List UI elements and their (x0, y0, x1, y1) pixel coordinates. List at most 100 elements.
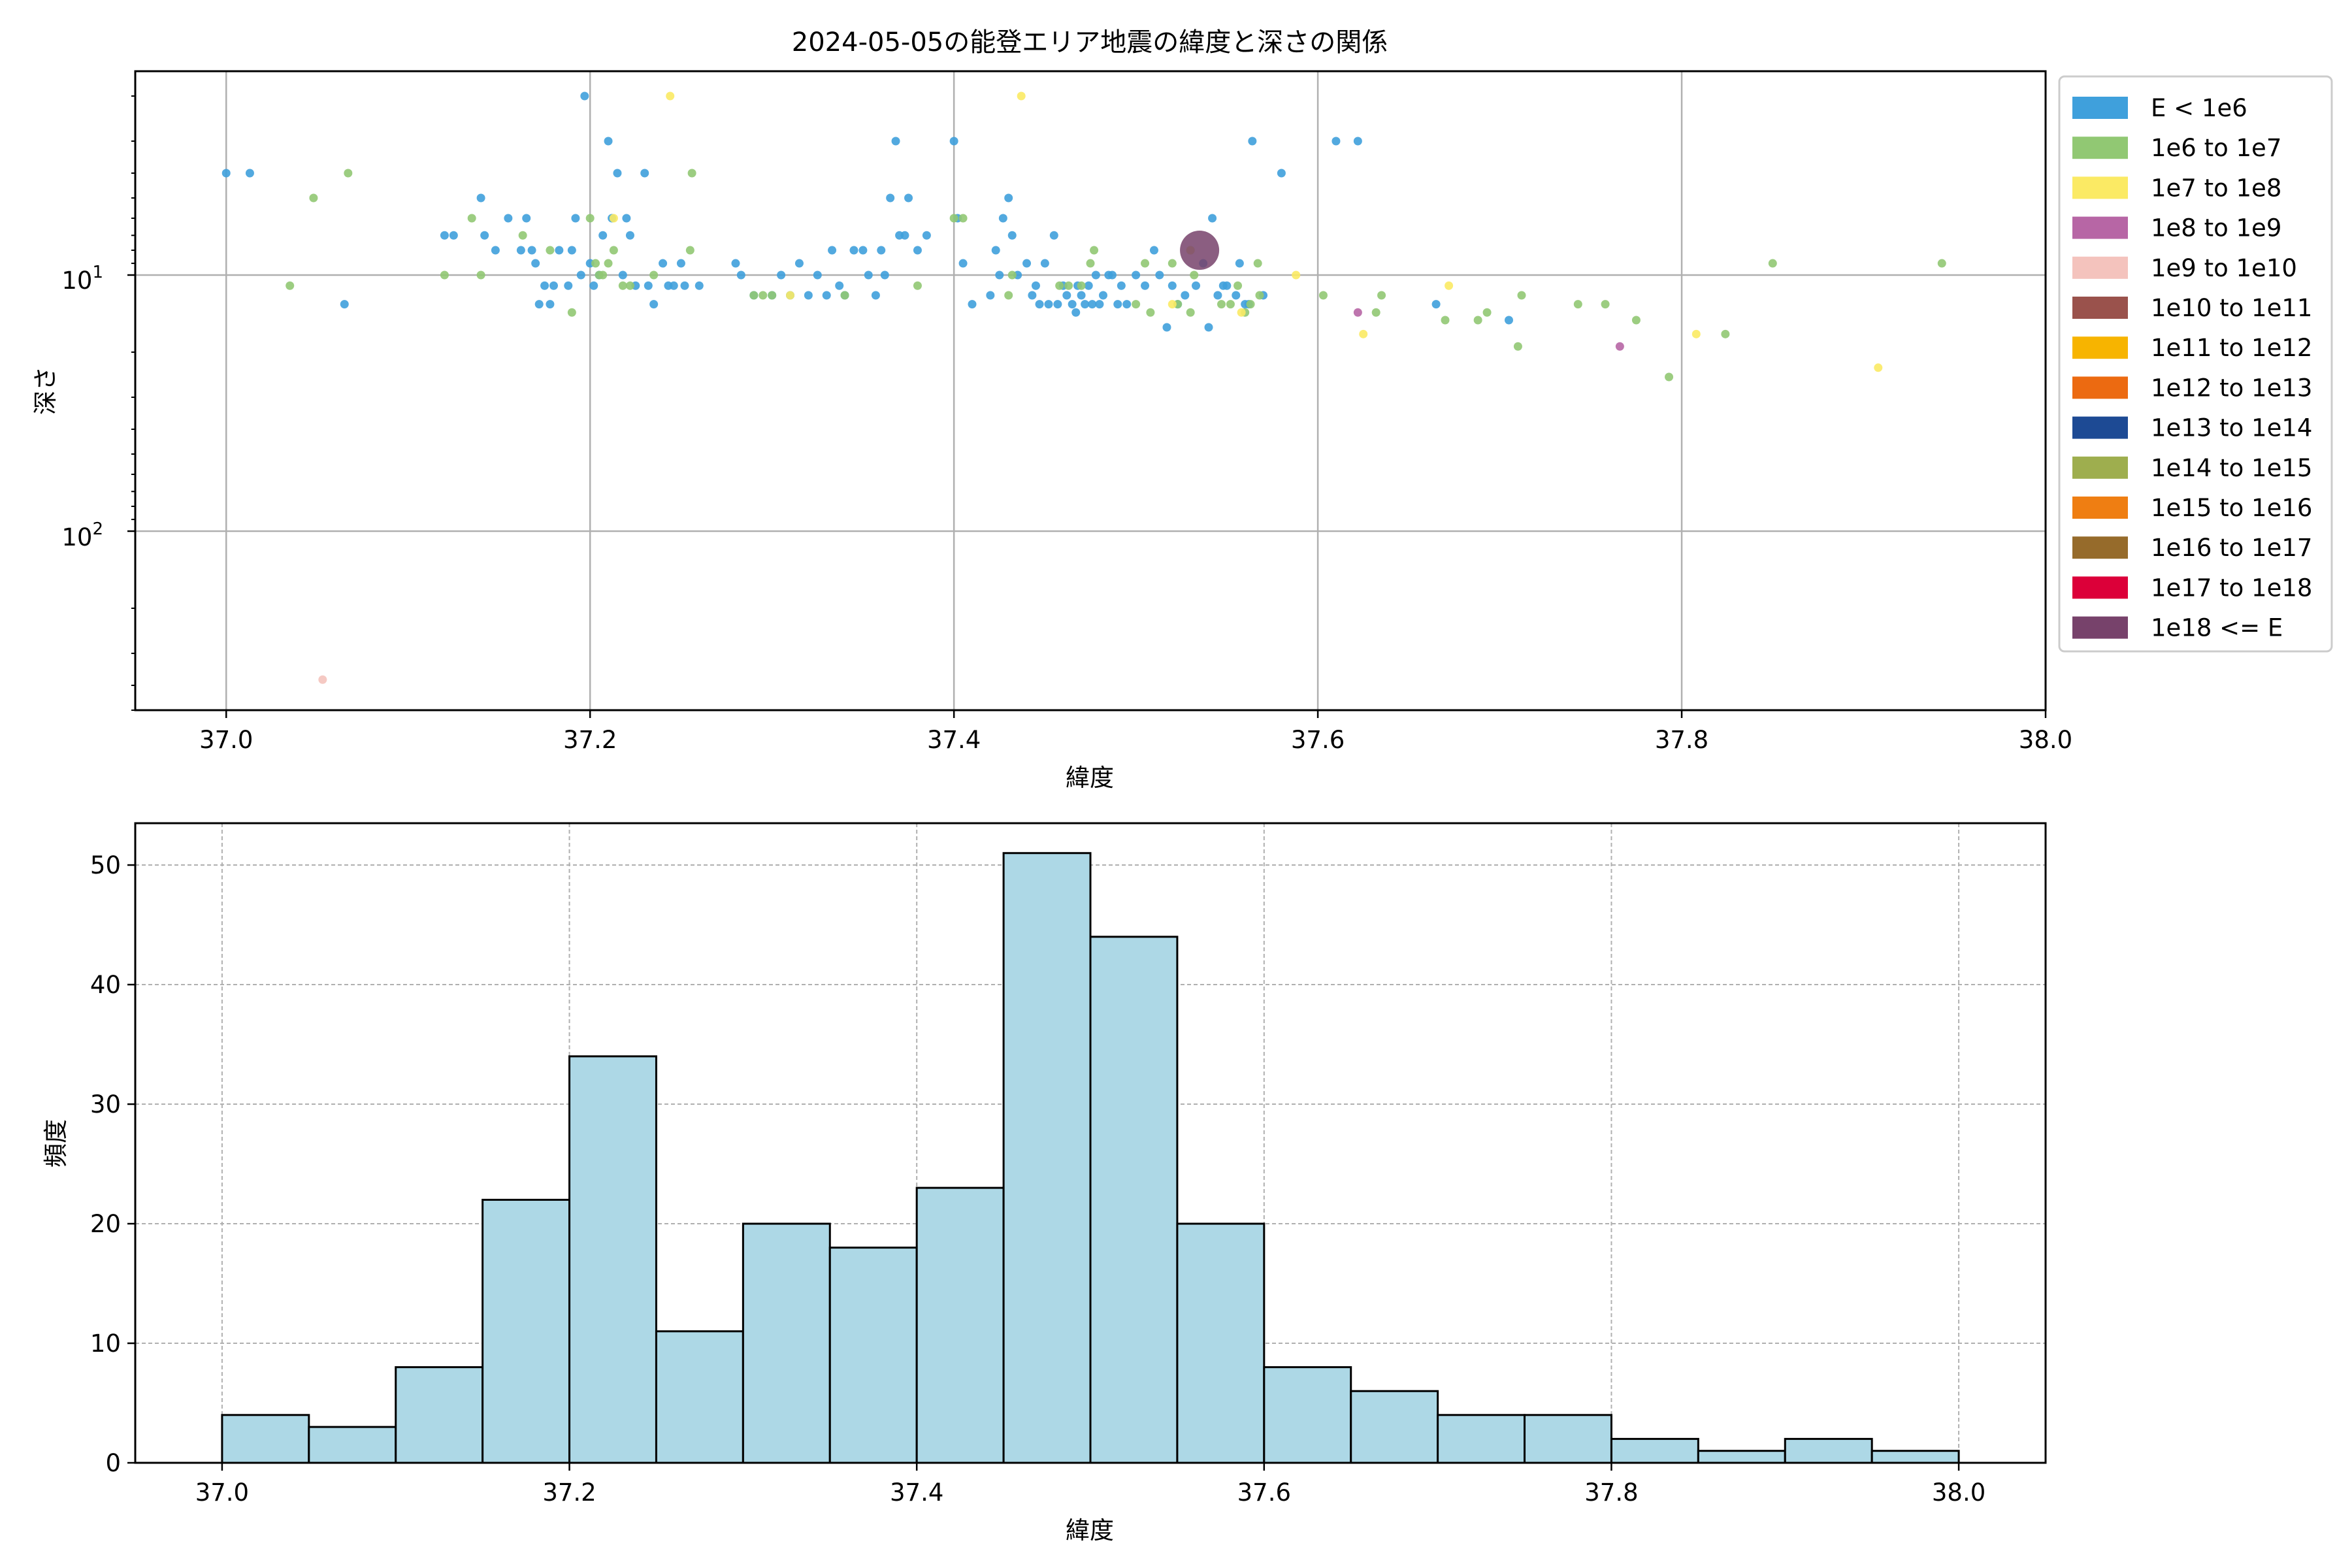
histogram-bar (221, 1414, 310, 1464)
histogram-x-axis-label: 緯度 (1066, 1516, 1114, 1544)
scatter-point (1353, 137, 1362, 146)
scatter-point (1035, 300, 1044, 309)
scatter-grid (135, 71, 2047, 710)
scatter-x-tick-label: 37.6 (1291, 726, 1345, 754)
scatter-point (1217, 300, 1226, 309)
svg-text:101: 101 (61, 263, 103, 295)
legend-label: 1e10 to 1e11 (2151, 294, 2312, 322)
scatter-point (1022, 259, 1032, 268)
legend-label: 1e15 to 1e16 (2151, 494, 2312, 522)
scatter-point (666, 91, 675, 101)
scatter-point (886, 193, 895, 203)
scatter-point (1007, 270, 1017, 280)
scatter-point (1141, 281, 1150, 290)
scatter-point (736, 270, 745, 280)
scatter-point (567, 308, 576, 317)
scatter-point (794, 259, 804, 268)
histogram-y-tick-label: 20 (90, 1210, 121, 1238)
scatter-point (1431, 300, 1441, 309)
scatter-point (1098, 291, 1107, 300)
scatter-point (1081, 300, 1090, 309)
scatter-point (1631, 316, 1641, 325)
scatter-point (694, 281, 704, 290)
scatter-point (618, 281, 627, 290)
scatter-point (1122, 300, 1132, 309)
scatter-point (913, 246, 922, 255)
scatter-point (900, 231, 909, 240)
scatter-point (622, 214, 631, 223)
legend-swatch (2072, 416, 2128, 439)
histogram-bar (1697, 1450, 1786, 1464)
scatter-point (1253, 259, 1262, 268)
scatter-point (649, 270, 659, 280)
legend-item: 1e16 to 1e17 (2072, 534, 2312, 562)
histogram-bar (1002, 852, 1092, 1464)
legend-swatch (2072, 297, 2128, 319)
scatter-point (1255, 291, 1264, 300)
scatter-point (998, 214, 1007, 223)
histogram-x-tick-label: 38.0 (1932, 1478, 1985, 1507)
scatter-point (1601, 300, 1610, 309)
scatter-point (777, 270, 786, 280)
scatter-point (1168, 281, 1177, 290)
scatter-point (1318, 291, 1328, 300)
scatter-point (986, 291, 995, 300)
scatter-point (1071, 308, 1081, 317)
scatter-point (1186, 308, 1195, 317)
scatter-point (1237, 308, 1246, 317)
scatter-point (1504, 316, 1513, 325)
legend-swatch (2072, 576, 2128, 599)
scatter-point (604, 259, 613, 268)
scatter-point (1441, 316, 1450, 325)
legend-swatch (2072, 256, 2128, 279)
scatter-point (221, 169, 231, 178)
legend-swatch (2072, 137, 2128, 159)
scatter-point (1181, 291, 1190, 300)
scatter-point (680, 281, 689, 290)
scatter-point (913, 281, 922, 290)
scatter-point (1168, 259, 1177, 268)
scatter-point (958, 214, 968, 223)
histogram-x-tick-label: 37.2 (542, 1478, 596, 1507)
histogram-y-tick-label: 40 (90, 971, 121, 999)
scatter-point (1044, 300, 1053, 309)
histogram-bar (1610, 1437, 1699, 1464)
scatter-point (1053, 300, 1062, 309)
histogram-x-tick-label: 37.6 (1237, 1478, 1291, 1507)
scatter-point (1473, 316, 1482, 325)
scatter-point (1132, 300, 1141, 309)
scatter-point (598, 231, 608, 240)
scatter-point (649, 300, 659, 309)
scatter-point (546, 300, 555, 309)
scatter-point (1095, 300, 1104, 309)
scatter-point (849, 246, 858, 255)
scatter-point (516, 246, 525, 255)
scatter-point (1573, 300, 1582, 309)
scatter-x-tick-label: 38.0 (2019, 726, 2072, 754)
legend-label: 1e6 to 1e7 (2151, 134, 2281, 162)
legend-item: 1e13 to 1e14 (2072, 414, 2312, 442)
scatter-point (991, 246, 1000, 255)
scatter-point (318, 675, 327, 684)
legend-label: 1e17 to 1e18 (2151, 574, 2312, 602)
scatter-point (449, 231, 458, 240)
scatter-x-tick-label: 37.0 (199, 726, 253, 754)
histogram-bar (1176, 1222, 1266, 1464)
scatter-point (340, 300, 349, 309)
scatter-point (1331, 137, 1341, 146)
scatter-point (1235, 259, 1244, 268)
legend-swatch (2072, 497, 2128, 519)
scatter-point (1208, 214, 1217, 223)
legend-item: 1e11 to 1e12 (2072, 334, 2312, 362)
histogram-bar (395, 1366, 484, 1464)
histogram-bar (568, 1055, 657, 1464)
scatter-point (309, 193, 318, 203)
scatter-point (1168, 300, 1177, 309)
scatter-point (286, 281, 295, 290)
scatter-point (840, 291, 849, 300)
scatter-point (1937, 259, 1946, 268)
scatter-point (1190, 270, 1199, 280)
histogram-x-tick-label: 37.8 (1584, 1478, 1638, 1507)
scatter-point (949, 137, 958, 146)
